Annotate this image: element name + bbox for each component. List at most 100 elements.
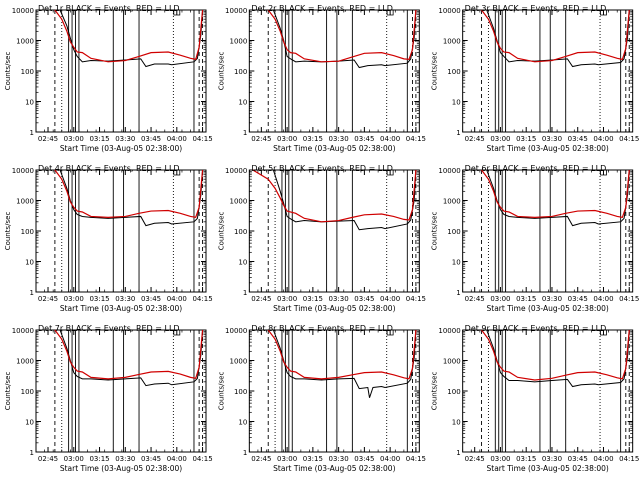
y-tick-label: 1 [456,289,460,297]
x-tick-label: 04:15 [192,135,212,143]
detector-panel: 1 10 100 1000 10000 02:45 03:00 03:15 03:30 03:45… [217,164,426,313]
y-tick-label: 10 [238,259,247,267]
x-tick-label: 03:15 [303,455,323,463]
x-tick-label: 03:15 [89,455,109,463]
lld-rate-line [267,329,417,380]
detector-panel: 1 10 100 1000 10000 02:45 03:00 03:15 03:30 03:45… [431,324,640,473]
x-tick-label: 03:45 [568,295,588,303]
y-tick-label: 1 [456,129,460,137]
x-tick-label: 03:30 [115,455,135,463]
y-tick-label: 1000 [230,198,248,206]
x-tick-label: 03:15 [89,135,109,143]
x-axis-label: Start Time (03-Aug-05 02:38:00) [486,144,608,153]
y-tick-label: 10000 [438,327,460,335]
panel-title: Det 9r BLACK = Events, RED = LLD [465,324,607,333]
y-tick-label: 1000 [16,358,34,366]
y-tick-label: 1 [30,129,34,137]
x-tick-label: 02:45 [38,295,58,303]
y-tick-label: 10 [238,419,247,427]
x-tick-label: 02:45 [251,295,271,303]
x-tick-label: 04:00 [380,135,400,143]
detector-panel: 1 10 100 1000 10000 02:45 03:00 03:15 03:30 03:45… [431,164,640,313]
y-tick-label: 10000 [225,167,247,175]
panel-title: Det 3r BLACK = Events, RED = LLD [465,4,607,13]
x-tick-label: 03:15 [89,295,109,303]
x-tick-label: 04:00 [593,455,613,463]
y-tick-label: 10000 [225,327,247,335]
y-tick-label: 10000 [12,327,34,335]
x-tick-label: 04:00 [167,135,187,143]
y-tick-label: 1000 [16,198,34,206]
x-axis-label: Start Time (03-Aug-05 02:38:00) [60,304,182,313]
x-tick-label: 04:15 [619,455,639,463]
x-tick-label: 03:00 [490,295,510,303]
y-axis-label: Counts/sec [217,52,225,91]
events-rate-line [486,329,630,388]
panel-title: Det 2r BLACK = Events, RED = LLD [251,4,393,13]
interval-bracket [173,10,181,16]
x-axis-label: Start Time (03-Aug-05 02:38:00) [486,464,608,473]
x-axis-label: Start Time (03-Aug-05 02:38:00) [60,144,182,153]
panel-title: Det 8r BLACK = Events, RED = LLD [251,324,393,333]
y-tick-label: 1 [243,289,247,297]
panel-title: Det 7r BLACK = Events, RED = LLD [38,324,180,333]
interval-bracket [386,330,394,336]
x-tick-label: 03:00 [64,295,84,303]
y-tick-label: 10000 [12,7,34,15]
x-tick-label: 03:30 [542,455,562,463]
x-tick-label: 04:00 [380,455,400,463]
panel-title: Det 1r BLACK = Events, RED = LLD [38,4,180,13]
lld-rate-line [481,329,630,381]
x-axis-label: Start Time (03-Aug-05 02:38:00) [273,144,395,153]
x-tick-label: 04:15 [619,295,639,303]
lld-rate-line [54,329,204,380]
x-tick-label: 03:30 [542,295,562,303]
panel-title: Det 4r BLACK = Events, RED = LLD [38,164,180,173]
x-tick-label: 02:45 [465,295,485,303]
y-tick-label: 1 [30,449,34,457]
x-tick-label: 03:45 [141,295,161,303]
y-tick-label: 10 [452,419,461,427]
x-tick-label: 03:00 [277,455,297,463]
events-rate-line [272,169,417,231]
x-axis-label: Start Time (03-Aug-05 02:38:00) [486,304,608,313]
x-tick-label: 04:00 [167,455,187,463]
y-axis-label: Counts/sec [217,212,225,251]
lld-rate-line [267,9,417,63]
x-tick-label: 04:00 [380,295,400,303]
x-tick-label: 04:15 [192,455,212,463]
y-tick-label: 1 [30,289,34,297]
x-tick-label: 03:00 [490,135,510,143]
y-tick-label: 100 [234,68,247,76]
x-tick-label: 04:15 [192,295,212,303]
y-axis-label: Counts/sec [4,52,12,91]
y-tick-label: 10 [25,259,34,267]
lld-rate-line [481,9,630,63]
x-tick-label: 02:45 [251,135,271,143]
interval-bracket [600,170,607,176]
y-tick-label: 10 [452,99,461,107]
lld-rate-line [252,169,417,223]
x-tick-label: 03:45 [141,135,161,143]
y-axis-label: Counts/sec [431,212,439,251]
y-tick-label: 100 [447,388,460,396]
y-tick-label: 1000 [443,38,461,46]
interval-bracket [386,170,394,176]
x-tick-label: 03:00 [64,135,84,143]
x-tick-label: 03:15 [516,295,536,303]
x-tick-label: 03:00 [490,455,510,463]
y-tick-label: 1000 [230,38,248,46]
x-tick-label: 03:30 [329,135,349,143]
y-tick-label: 100 [21,388,34,396]
x-tick-label: 03:15 [303,135,323,143]
events-rate-line [486,169,630,227]
x-axis-label: Start Time (03-Aug-05 02:38:00) [273,304,395,313]
y-tick-label: 100 [21,68,34,76]
x-tick-label: 03:00 [277,135,297,143]
x-axis-label: Start Time (03-Aug-05 02:38:00) [273,464,395,473]
interval-bracket [600,10,607,16]
y-tick-label: 1000 [16,38,34,46]
x-tick-label: 03:45 [141,455,161,463]
y-tick-label: 10000 [12,167,34,175]
x-tick-label: 03:30 [542,135,562,143]
